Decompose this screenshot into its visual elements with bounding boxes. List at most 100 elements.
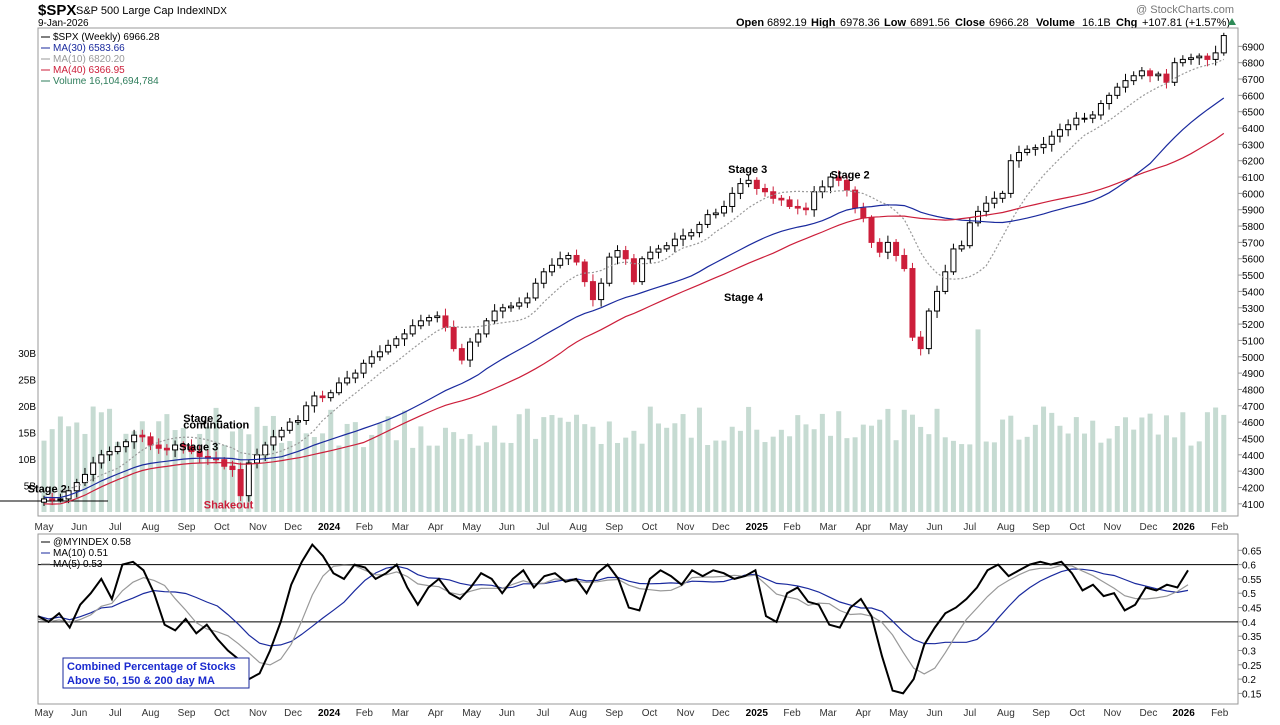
price-x-axis: May Jun Jul Aug Sep Oct Nov Dec 2024 Feb Mar Apr May… [35, 522, 1229, 533]
candle-body [401, 333, 408, 340]
candle-body [630, 258, 637, 283]
candle-body [327, 392, 334, 399]
volume-bar [328, 409, 334, 512]
volume-bar [737, 430, 743, 512]
candle-body [721, 205, 728, 214]
volume-bar [115, 441, 121, 512]
price-tick-label: 4200 [1242, 483, 1265, 494]
volume-bar [123, 433, 129, 512]
candle-body [426, 317, 433, 322]
stage-annotation: Stage 2 [28, 483, 67, 495]
indicator-tick-label: 0.15 [1242, 689, 1262, 700]
volume-bar [164, 414, 170, 512]
x-axis-label: Sep [1032, 522, 1050, 533]
low-value: 6891.56 [910, 17, 950, 29]
x-axis-label: Oct [214, 708, 230, 719]
high-label: High [811, 17, 836, 29]
volume-bar [66, 426, 72, 512]
volume-bar [1049, 412, 1055, 512]
volume-bar [950, 440, 956, 512]
indicator-description-box: Combined Percentage of Stocks Above 50, … [62, 657, 250, 689]
candle-body [778, 197, 785, 201]
candle-body [131, 434, 138, 443]
volume-bar [459, 438, 465, 512]
price-tick-label: 5500 [1242, 271, 1265, 282]
volume-bar [1032, 424, 1038, 512]
volume-value: 16.1B [1082, 17, 1111, 29]
x-axis-label: May [462, 708, 481, 719]
volume-bar [1098, 442, 1104, 512]
volume-bar [860, 424, 866, 512]
volume-bar [705, 445, 711, 512]
volume-bar [131, 431, 137, 512]
volume-bar [451, 432, 457, 512]
volume-bar [754, 429, 760, 512]
candle-body [794, 205, 801, 209]
candle-body [1171, 62, 1178, 83]
candle-body [450, 326, 457, 350]
x-axis-label: Dec [284, 708, 302, 719]
x-axis-label: Sep [605, 708, 623, 719]
volume-bar [410, 447, 416, 512]
candle-body [155, 444, 162, 449]
price-tick-label: 4600 [1242, 418, 1265, 429]
price-tick-label: 6200 [1242, 157, 1265, 168]
price-tick-label: 4800 [1242, 385, 1265, 396]
stage-annotation: Stage 2 [183, 413, 222, 425]
price-tick-label: 4700 [1242, 402, 1265, 413]
volume-bar [516, 414, 522, 512]
candle-body [335, 382, 342, 394]
indicator-tick-label: 0.65 [1242, 546, 1262, 557]
x-axis-label: Jun [927, 522, 943, 533]
candle-body [950, 248, 957, 273]
high-value: 6978.36 [840, 17, 880, 29]
volume-bar [680, 414, 686, 512]
candle-body [393, 338, 400, 346]
x-axis-label: Feb [356, 708, 374, 719]
volume-bar [787, 436, 793, 512]
volume-bar [1221, 414, 1227, 512]
volume-bar [598, 443, 604, 512]
volume-bar [795, 415, 801, 512]
volume-tick-label: 10B [18, 455, 36, 466]
candle-body [925, 310, 932, 350]
candle-body [1212, 52, 1219, 60]
volume-bar [574, 414, 580, 512]
indicator-legend-label: MA(5) 0.53 [53, 559, 103, 570]
index-name: S&P 500 Large Cap Index [76, 5, 204, 17]
indicator-ma10-line [37, 565, 1189, 647]
volume-bar [1114, 426, 1120, 512]
indicator-axis: 0.15 0.2 0.25 0.3 0.35 0.4 0.45 0.5 0.55 0.6 0.65 [38, 546, 1262, 700]
x-axis-label: Dec [712, 708, 730, 719]
volume-bar [934, 408, 940, 512]
candle-body [442, 315, 449, 328]
candle-body [688, 232, 695, 237]
volume-bar [1180, 412, 1186, 512]
volume-tick-label: 20B [18, 402, 36, 413]
stage-annotation: Shakeout [204, 500, 254, 512]
x-axis-label: Aug [569, 522, 587, 533]
candle-body [360, 362, 367, 374]
indicator-tick-label: 0.4 [1242, 618, 1256, 629]
volume-bar [57, 416, 63, 512]
volume-bar [647, 406, 653, 512]
candle-body [548, 264, 555, 273]
x-axis-label: Dec [712, 522, 730, 533]
volume-bar [1000, 419, 1006, 512]
candle-body [991, 197, 998, 204]
volume-bar [721, 440, 727, 512]
volume-bar [172, 430, 178, 512]
volume-bar [139, 421, 145, 512]
volume-bar [1073, 417, 1079, 512]
candle-body [278, 429, 285, 438]
candle-body [1015, 152, 1022, 162]
volume-bar [188, 445, 194, 512]
candle-body [843, 179, 850, 191]
ma10-line [43, 58, 1225, 492]
volume-bar [983, 441, 989, 512]
candle-body [352, 372, 359, 379]
candle-body [180, 444, 187, 448]
volume-bar [557, 417, 563, 512]
candle-body [262, 444, 269, 456]
